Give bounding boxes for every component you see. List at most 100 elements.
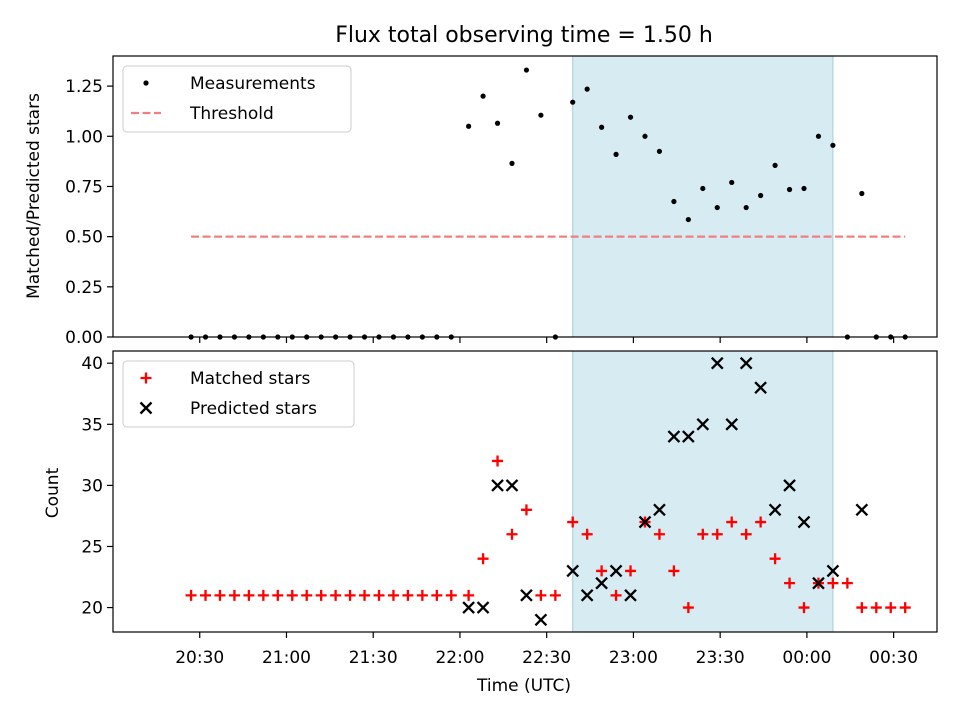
bottom-series-predicted-stars-point [580,589,594,602]
bottom-series-predicted-stars-point [476,601,490,614]
bottom-xtick-label: 21:00 [262,648,311,668]
bottom-series-matched-stars-point [445,589,457,601]
bottom-series-matched-stars-point [330,589,342,601]
top-series-measurements-point [570,99,576,105]
bottom-series-matched-stars-point [286,589,298,601]
bottom-series-predicted-stars-point [520,589,533,602]
bottom-panel-ylabel: Count [43,467,63,518]
bottom-xtick-label: 23:30 [696,648,745,668]
top-series-measurements-point [671,198,677,205]
bottom-series-predicted-stars-point [624,589,637,602]
bottom-series-matched-stars-point [315,589,327,601]
top-ytick-label: 1.00 [65,127,103,147]
bottom-series-matched-stars-point [567,516,579,528]
top-series-measurements-point [656,148,663,154]
top-series-measurements-point [729,179,735,186]
x-axis-label: Time (UTC) [476,676,571,696]
bottom-series-predicted-stars-point [653,503,666,517]
top-series-measurements-point [642,133,648,139]
top-series-measurements-point [772,162,778,168]
bottom-series-predicted-stars-point [855,503,869,517]
bottom-series-matched-stars-point [301,589,313,601]
top-highlight-span [572,55,834,338]
bottom-series-matched-stars-point [549,589,561,601]
bottom-series-matched-stars-point [344,589,356,601]
bottom-series-matched-stars-point [214,589,226,601]
bottom-series-predicted-stars-point [682,430,695,443]
bottom-series-matched-stars-point [697,528,709,540]
bottom-series-matched-stars-point [625,565,637,577]
top-series-measurements-point [859,190,865,197]
bottom-series-predicted-stars-point [595,576,608,590]
bottom-ytick-label: 30 [81,476,103,496]
bottom-series-predicted-stars-point [826,564,840,578]
bottom-series-predicted-stars-point [638,515,652,529]
bottom-series-matched-stars-point [535,589,547,601]
bottom-panel: 20 25 30 35 40 20:30 21:00 21:30 22:00 22:30 23:00… [81,350,938,668]
top-series-measurements-point [700,185,706,192]
bottom-series-matched-stars-point [402,589,414,601]
top-ytick-label: 0.25 [65,278,103,298]
bottom-series-matched-stars-point [841,577,853,589]
bottom-series-predicted-stars-point [768,503,782,517]
bottom-series-matched-stars-point [185,589,197,601]
top-legend-item-measurements-label: Measurements [190,74,316,94]
top-series-measurements-point [786,186,793,193]
top-series-measurements-point [714,204,720,211]
bottom-series-matched-stars-point [856,602,868,614]
bottom-legend-item-predicted-stars-marker [139,401,153,415]
top-legend: Measurements Threshold [122,65,352,133]
bottom-series-predicted-stars-point [710,356,724,370]
bottom-series-matched-stars-point [596,565,608,577]
bottom-series-matched-stars-point [798,602,810,614]
bottom-series-predicted-stars-point [725,417,739,431]
top-series-measurements-point [584,86,590,92]
top-series-measurements-point [480,93,486,99]
bottom-series-matched-stars-point [769,553,781,565]
bottom-series-predicted-stars-point [783,479,796,492]
bottom-series-predicted-stars-point [667,430,681,443]
bottom-legend-box [122,360,355,428]
top-series-measurements-point [815,133,822,139]
bottom-series-matched-stars-point [431,589,443,601]
bottom-series-matched-stars-point [416,589,428,601]
bottom-xtick-label: 23:00 [609,648,658,668]
top-series-measurements-point [830,142,836,148]
bottom-ytick-label: 40 [81,354,103,374]
bottom-series-matched-stars-point [885,602,897,614]
bottom-series-matched-stars-point [359,589,371,601]
bottom-series-predicted-stars-point [534,613,548,627]
bottom-series-matched-stars-point [477,553,489,565]
bottom-ytick-label: 25 [81,537,103,557]
bottom-series-matched-stars-point [506,528,518,540]
bottom-legend: Matched stars Predicted stars [122,360,355,428]
bottom-series-predicted-stars-point [812,576,825,590]
bottom-series-matched-stars-point [653,528,665,540]
top-series-measurements-point [599,124,605,130]
bottom-xtick-label: 21:30 [349,648,398,668]
top-series-measurements-point [613,151,619,157]
bottom-series-matched-stars-point [899,602,911,614]
top-ytick-label: 0.00 [65,328,103,348]
top-legend-box [122,65,352,133]
bottom-series-matched-stars-point [492,455,504,467]
top-ytick-label: 0.75 [65,177,103,197]
bottom-series-matched-stars-point [682,602,694,614]
bottom-series-matched-stars-point [463,589,475,601]
top-series-measurements-point [509,160,515,166]
bottom-xtick-label: 20:30 [175,648,224,668]
top-panel-title: Flux total observing time = 1.50 h [335,23,713,48]
bottom-series-matched-stars-point [200,589,212,601]
bottom-ytick-label: 20 [81,599,103,619]
bottom-series-matched-stars-point [228,589,240,601]
top-legend-item-threshold-label: Threshold [189,104,274,124]
bottom-ytick-label: 35 [81,415,103,435]
bottom-xtick-label: 00:00 [782,648,831,668]
top-legend-item-measurements-marker [143,80,149,86]
bottom-series-predicted-stars-point [739,356,753,370]
bottom-series-matched-stars-point [373,589,385,601]
bottom-series-predicted-stars-point [696,417,710,431]
top-series-measurements-point [627,114,634,120]
top-series-measurements-point [466,123,472,129]
